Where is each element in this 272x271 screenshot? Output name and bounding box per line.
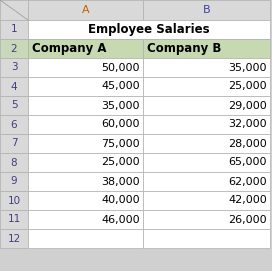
Bar (28, 229, 143, 248)
Text: 60,000: 60,000 (101, 120, 140, 130)
Bar (143, 39, 270, 58)
Text: Employee Salaries: Employee Salaries (88, 23, 210, 36)
Bar (28, 134, 143, 153)
Text: 6: 6 (11, 120, 17, 130)
Text: 7: 7 (11, 138, 17, 149)
Bar (28, 77, 143, 96)
Text: 25,000: 25,000 (101, 157, 140, 167)
Text: 4: 4 (11, 82, 17, 92)
Bar (0, 191, 28, 210)
Text: 35,000: 35,000 (101, 101, 140, 111)
Text: 62,000: 62,000 (228, 176, 267, 186)
Bar (143, 58, 270, 77)
Bar (143, 172, 270, 191)
Text: 42,000: 42,000 (228, 195, 267, 205)
Bar (28, 39, 143, 58)
Text: 75,000: 75,000 (101, 138, 140, 149)
Text: 28,000: 28,000 (228, 138, 267, 149)
Bar (28, 0, 143, 20)
Bar (143, 191, 270, 210)
Bar (143, 229, 270, 248)
Text: 8: 8 (11, 157, 17, 167)
Bar (28, 210, 143, 229)
Text: 12: 12 (7, 234, 21, 244)
Bar (143, 96, 270, 115)
Bar (143, 77, 270, 96)
Bar (0, 77, 28, 96)
Text: 40,000: 40,000 (101, 195, 140, 205)
Text: 45,000: 45,000 (101, 82, 140, 92)
Bar (28, 115, 143, 134)
Bar (0, 134, 28, 153)
Text: 9: 9 (11, 176, 17, 186)
Text: 11: 11 (7, 215, 21, 224)
Text: Company B: Company B (147, 42, 221, 55)
Bar (28, 153, 143, 172)
Bar (0, 20, 28, 39)
Text: 5: 5 (11, 101, 17, 111)
Bar (0, 58, 28, 77)
Text: 32,000: 32,000 (228, 120, 267, 130)
Text: 46,000: 46,000 (101, 215, 140, 224)
Bar (143, 153, 270, 172)
Bar (28, 58, 143, 77)
Bar (0, 153, 28, 172)
Bar (28, 191, 143, 210)
Bar (143, 134, 270, 153)
Bar (143, 0, 270, 20)
Bar (0, 39, 28, 58)
Text: 1: 1 (11, 24, 17, 34)
Bar (28, 172, 143, 191)
Text: B: B (203, 5, 210, 15)
Text: 38,000: 38,000 (101, 176, 140, 186)
Text: 2: 2 (11, 44, 17, 53)
Text: 25,000: 25,000 (228, 82, 267, 92)
Text: Company A: Company A (32, 42, 107, 55)
Text: 3: 3 (11, 63, 17, 73)
Bar (28, 20, 270, 39)
Text: 50,000: 50,000 (101, 63, 140, 73)
Text: 26,000: 26,000 (228, 215, 267, 224)
Text: 29,000: 29,000 (228, 101, 267, 111)
Bar (0, 172, 28, 191)
Bar (143, 115, 270, 134)
Bar (0, 115, 28, 134)
Bar (0, 0, 28, 20)
Bar (28, 96, 143, 115)
Bar (143, 210, 270, 229)
Text: 35,000: 35,000 (228, 63, 267, 73)
Bar (0, 96, 28, 115)
Text: 10: 10 (7, 195, 21, 205)
Text: 65,000: 65,000 (228, 157, 267, 167)
Bar (0, 229, 28, 248)
Text: A: A (82, 5, 89, 15)
Bar (0, 210, 28, 229)
